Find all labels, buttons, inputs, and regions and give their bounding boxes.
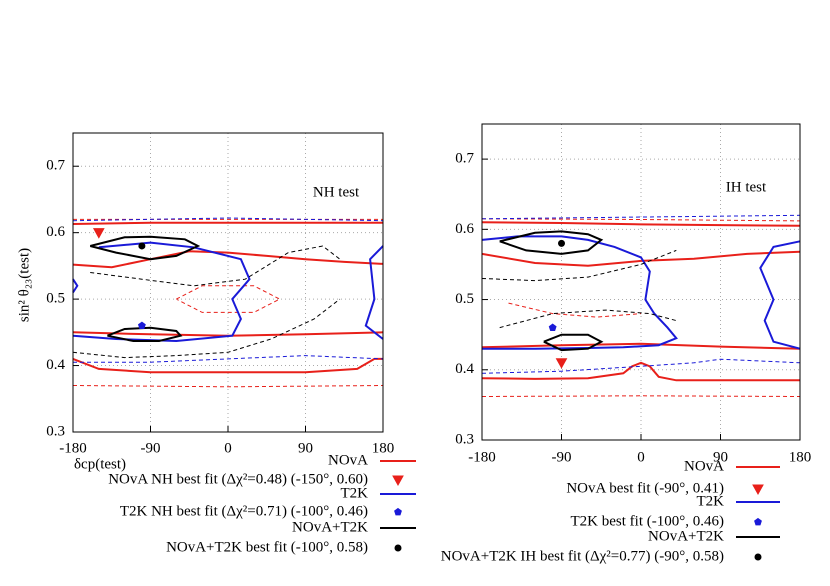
legend-label: NOvA+T2K best fit (-100°, 0.58) [166, 539, 368, 555]
best-fit-marker [558, 239, 565, 247]
contour-line [90, 245, 341, 287]
contour-line [508, 302, 642, 318]
y-tick-label: 0.6 [46, 224, 65, 240]
y-tick-label: 0.3 [455, 431, 474, 447]
x-tick-label: -180 [468, 449, 496, 465]
contour-line [72, 221, 383, 225]
x-tick-label: 90 [298, 440, 313, 456]
y-tick-label: 0.5 [46, 291, 65, 307]
legend-label: NOvA NH best fit (Δχ²=0.48) (-150°, 0.60… [108, 471, 368, 487]
contour-line [543, 333, 604, 352]
y-tick-label: 0.6 [455, 221, 474, 237]
legend-label: T2K best fit (-100°, 0.46) [571, 513, 724, 529]
contour-line [72, 217, 384, 222]
legend-label: NOvA best fit (-90°, 0.41) [566, 480, 724, 496]
annotation: NH test [313, 184, 360, 200]
x-tick-label: 0 [637, 449, 645, 465]
legend-marker [392, 475, 404, 487]
contour-line [481, 221, 801, 227]
plot-frame [481, 123, 801, 441]
contour-line [481, 361, 800, 382]
contour-line [176, 285, 281, 313]
contour-line [481, 235, 678, 350]
contour-line [499, 230, 604, 255]
y-tick-label: 0.7 [455, 151, 474, 167]
y-tick-label: 0.4 [455, 361, 474, 377]
contour-line [499, 309, 677, 329]
y-tick-label: 0.7 [46, 158, 65, 174]
contour-line [72, 278, 79, 294]
x-tick-label: -180 [59, 440, 87, 456]
contour-line [72, 357, 383, 374]
legend-label: T2K NH best fit (Δχ²=0.71) (-100°, 0.46) [120, 503, 368, 519]
x-tick-label: 0 [224, 440, 232, 456]
x-tick-label: 180 [789, 449, 812, 465]
best-fit-marker [137, 321, 146, 330]
contour-line [481, 342, 801, 350]
contour-line [72, 298, 341, 359]
legend-marker [754, 517, 762, 526]
legend-marker [752, 484, 764, 496]
contour-line [73, 355, 384, 363]
x-tick-label: -90 [141, 440, 161, 456]
contour-line [481, 249, 677, 282]
legend-marker [394, 507, 402, 516]
contour-line [89, 235, 201, 261]
annotation: IH test [726, 179, 767, 195]
best-fit-marker [548, 323, 557, 331]
legend-label: NOvA+T2K [292, 519, 368, 535]
y-tick-label: 0.5 [455, 291, 474, 307]
legend-label: NOvA+T2K IH best fit (Δχ²=0.77) (-90°, 0… [441, 548, 724, 564]
contour-line [481, 250, 801, 267]
contour-line [72, 250, 384, 269]
x-tick-label: -90 [552, 449, 572, 465]
best-fit-marker [555, 358, 568, 369]
best-fit-marker [92, 228, 105, 239]
x-axis-label: δcp(test) [74, 456, 126, 472]
y-tick-label: 0.4 [46, 357, 65, 373]
legend-label: NOvA [328, 452, 368, 468]
y-axis-label: sin² θ₂₃(test) [16, 248, 32, 322]
contour-line [481, 358, 801, 374]
y-tick-label: 0.3 [46, 423, 65, 439]
best-fit-marker [138, 242, 146, 250]
contour-line [107, 326, 183, 342]
legend-marker [394, 544, 402, 552]
contour-line [759, 240, 801, 350]
contour-line [72, 385, 384, 388]
legend-label: T2K [697, 493, 725, 509]
contour-line [364, 245, 384, 340]
legend-label: T2K [341, 485, 369, 501]
contour-line [481, 214, 801, 220]
legend-label: NOvA+T2K [648, 528, 724, 544]
x-tick-label: 180 [372, 440, 395, 456]
legend-marker [754, 553, 762, 561]
legend-label: NOvA [684, 458, 724, 474]
plot-frame [72, 132, 384, 433]
x-tick-label: 90 [713, 449, 728, 465]
